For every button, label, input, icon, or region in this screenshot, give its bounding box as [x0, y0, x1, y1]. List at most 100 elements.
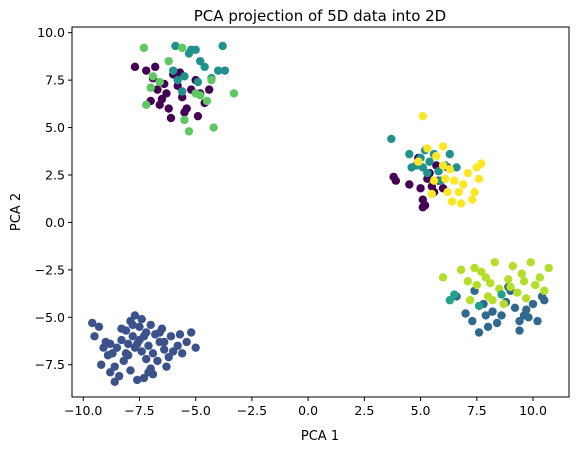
scatter-point: [220, 66, 230, 75]
scatter-point: [148, 72, 158, 81]
scatter-point: [463, 168, 472, 178]
scatter-point: [204, 85, 214, 94]
scatter-point: [94, 322, 104, 331]
scatter-point: [477, 267, 486, 276]
scatter-point: [528, 299, 538, 309]
y-tick-label: −2.5: [35, 262, 65, 277]
scatter-point: [434, 167, 443, 176]
scatter-point: [164, 352, 173, 362]
scatter-point: [481, 273, 490, 282]
scatter-point: [169, 347, 178, 356]
scatter-point: [535, 273, 544, 282]
scatter-point: [465, 296, 475, 305]
scatter-point: [391, 176, 401, 185]
scatter-point: [513, 288, 522, 297]
scatter-point: [488, 307, 497, 316]
scatter-point: [130, 311, 140, 320]
scatter-point: [186, 328, 196, 337]
y-tick-label: −5.0: [35, 310, 65, 325]
scatter-point: [472, 280, 481, 290]
scatter-point: [443, 187, 452, 197]
scatter-point: [490, 258, 499, 267]
scatter-point: [510, 303, 520, 313]
x-tick-label: 5.0: [411, 403, 431, 418]
scatter-point: [418, 111, 428, 121]
scatter-point: [184, 127, 194, 136]
x-tick-label: −2.5: [237, 403, 267, 418]
scatter-point: [418, 163, 428, 172]
scatter-point: [454, 187, 464, 197]
scatter-point: [117, 324, 126, 333]
scatter-point: [423, 144, 432, 153]
scatter-point: [450, 176, 459, 185]
scatter-point: [508, 261, 517, 271]
scatter-point: [477, 159, 486, 168]
data-points: [88, 41, 553, 387]
scatter-point: [191, 343, 200, 352]
scatter-point: [423, 168, 432, 178]
y-tick-label: −7.5: [35, 357, 65, 372]
scatter-point: [169, 66, 178, 75]
scatter-point: [146, 83, 155, 92]
scatter-point: [110, 362, 119, 371]
scatter-point: [175, 330, 185, 339]
scatter-point: [88, 318, 97, 328]
scatter-point: [432, 151, 441, 161]
scatter-point: [517, 269, 526, 278]
scatter-point: [531, 280, 540, 290]
scatter-point: [540, 286, 549, 295]
scatter-point: [155, 77, 164, 87]
scatter-point: [445, 165, 455, 174]
scatter-point: [162, 89, 171, 98]
scatter-point: [441, 174, 450, 183]
scatter-point: [456, 199, 466, 208]
scatter-point: [112, 343, 122, 352]
scatter-point: [177, 43, 187, 53]
scatter-point: [438, 273, 448, 282]
x-tick-label: −7.5: [124, 403, 154, 418]
scatter-point: [533, 316, 542, 326]
scatter-point: [218, 41, 227, 51]
scatter-point: [515, 316, 524, 326]
scatter-point: [195, 56, 205, 66]
y-tick-label: 7.5: [45, 73, 65, 88]
scatter-point: [438, 142, 448, 151]
scatter-point: [524, 313, 533, 322]
scatter-point: [193, 111, 203, 121]
scatter-point: [474, 328, 484, 337]
scatter-point: [142, 354, 151, 364]
scatter-point: [126, 366, 135, 375]
scatter-point: [427, 189, 437, 199]
scatter-point: [468, 195, 477, 204]
scatter-point: [146, 320, 155, 330]
scatter-point: [130, 62, 140, 72]
scatter-point: [202, 96, 212, 106]
scatter-point: [191, 45, 200, 54]
scatter-point: [119, 356, 128, 366]
scatter-point: [526, 258, 535, 267]
scatter-point: [191, 89, 200, 98]
x-tick-label: 10.0: [519, 403, 547, 418]
scatter-point: [142, 100, 151, 109]
scatter-point: [173, 341, 182, 350]
scatter-point: [481, 311, 490, 320]
scatter-point: [166, 113, 176, 123]
scatter-point: [160, 345, 169, 354]
y-tick-label: 10.0: [37, 25, 65, 40]
scatter-point: [162, 362, 171, 371]
scatter-point: [144, 368, 153, 377]
x-tick-label: 2.5: [354, 403, 374, 418]
scatter-point: [515, 326, 524, 335]
scatter-point: [173, 75, 182, 85]
scatter-point: [139, 332, 149, 341]
scatter-point: [200, 62, 209, 72]
scatter-point: [153, 85, 162, 94]
x-tick-label: 0.0: [298, 403, 318, 418]
scatter-point: [459, 180, 468, 189]
x-tick-label: −5.0: [181, 403, 211, 418]
scatter-point: [164, 104, 173, 113]
scatter-point: [425, 157, 434, 166]
scatter-point: [128, 320, 137, 330]
scatter-point: [148, 349, 158, 358]
